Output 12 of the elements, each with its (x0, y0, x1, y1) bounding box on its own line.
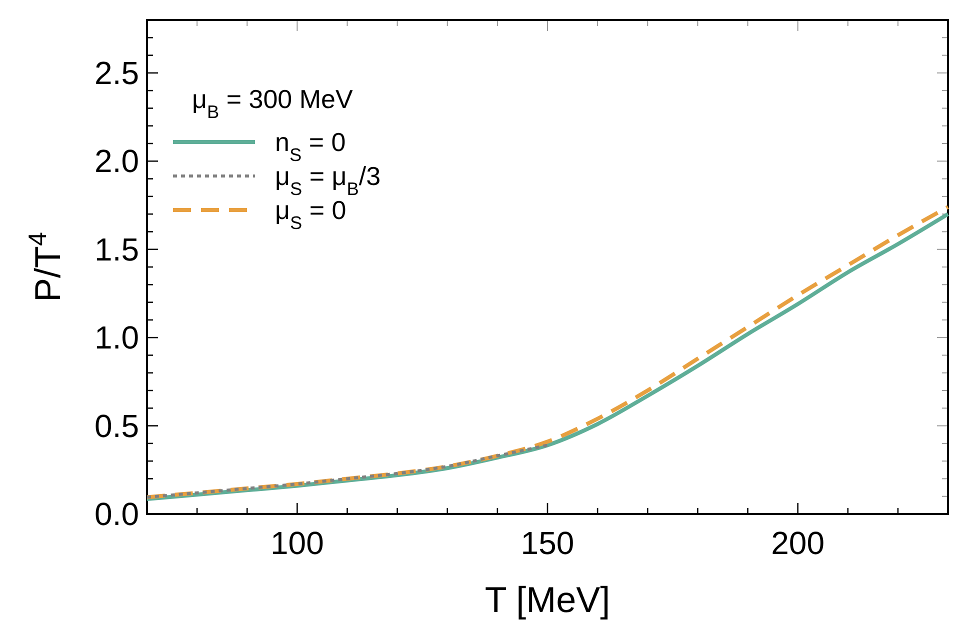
y-tick-label: 0.5 (94, 408, 139, 444)
y-tick-label: 1.5 (94, 231, 139, 268)
x-tick-label: 150 (520, 525, 574, 561)
y-tick-label: 1.0 (94, 320, 139, 356)
y-tick-label: 0.0 (94, 496, 139, 532)
x-tick-label: 100 (270, 525, 324, 561)
x-tick-label: 200 (771, 525, 825, 561)
x-axis-title: T [MeV] (484, 579, 610, 620)
line-series (146, 444, 549, 499)
y-tick-label: 2.5 (94, 54, 139, 91)
y-tick-label: 2.0 (94, 143, 139, 180)
legend-title: μ$_{B}$ = 300 MeV (192, 84, 354, 122)
